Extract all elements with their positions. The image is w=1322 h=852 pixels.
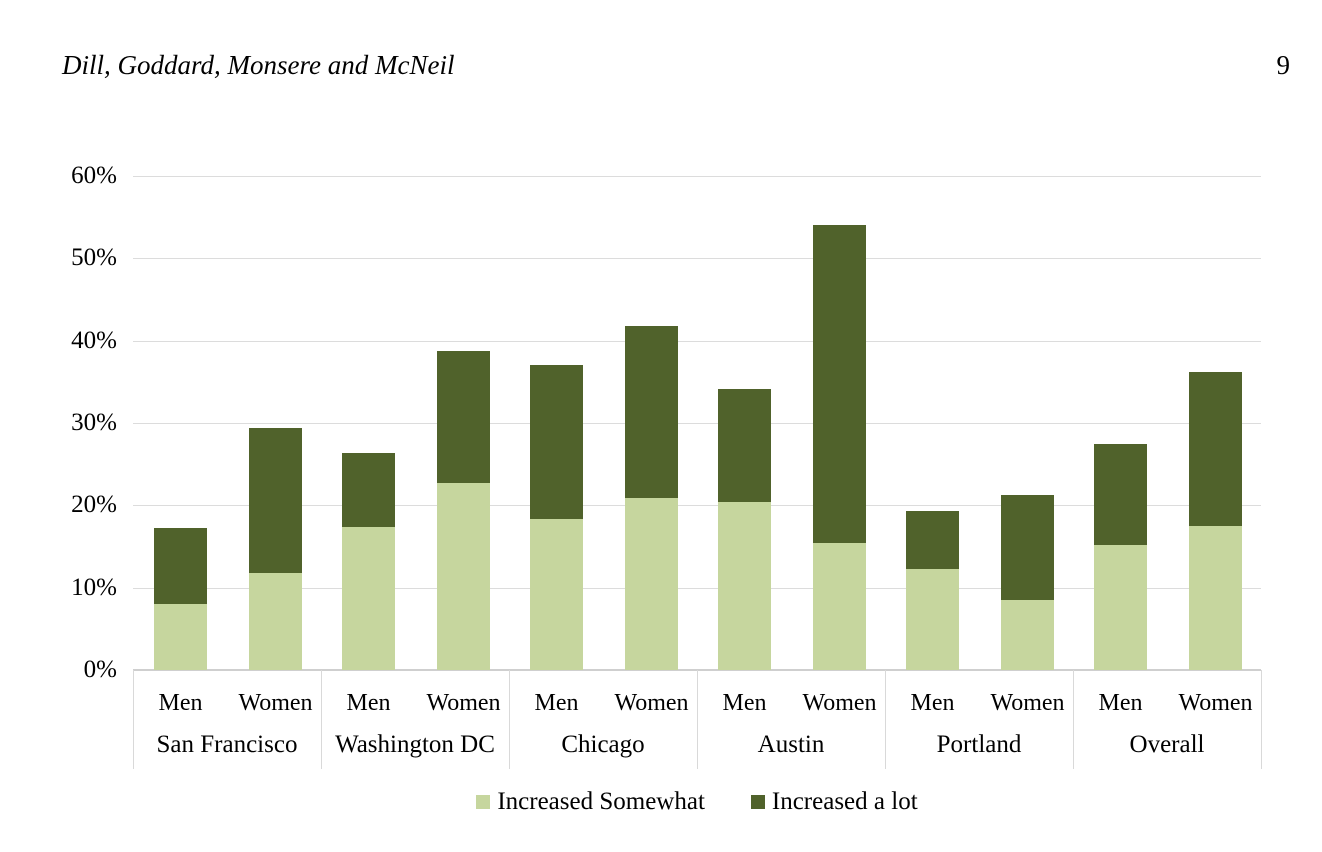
category-separator <box>321 670 322 769</box>
gridline <box>133 176 1261 177</box>
x-tick-label-men: Men <box>346 690 391 716</box>
x-group-label: Overall <box>1129 731 1205 758</box>
bar-segment-increased-somewhat <box>625 497 678 670</box>
bar-segment-increased-a-lot <box>718 389 771 503</box>
legend-item: Increased a lot <box>750 788 918 816</box>
gridline <box>133 258 1261 260</box>
bar-segment-increased-somewhat <box>813 543 866 670</box>
chart-legend: Increased Somewhat Increased a lot <box>133 788 1261 816</box>
x-tick-label-men: Men <box>534 690 579 716</box>
running-head: Dill, Goddard, Monsere and McNeil 9 <box>62 48 1290 82</box>
y-tick-label: 40% <box>71 326 117 354</box>
x-tick-label-women: Women <box>990 690 1065 716</box>
bar-segment-increased-a-lot <box>437 351 490 484</box>
x-group-label: Washington DC <box>335 731 495 758</box>
bar-segment-increased-somewhat <box>530 519 583 670</box>
y-tick-label: 0% <box>83 656 117 683</box>
bar-segment-increased-somewhat <box>154 604 207 670</box>
bar-segment-increased-a-lot <box>906 511 959 569</box>
x-tick-label-men: Men <box>1098 690 1143 716</box>
bar-segment-increased-a-lot <box>249 427 302 573</box>
bar-segment-increased-a-lot <box>625 325 678 498</box>
bar-segment-increased-somewhat <box>1094 544 1147 670</box>
gridline <box>133 423 1261 424</box>
bar-segment-increased-somewhat <box>1189 525 1242 670</box>
bar-segment-increased-somewhat <box>249 572 302 670</box>
bar-segment-increased-somewhat <box>1001 600 1054 670</box>
category-separator <box>1073 670 1074 769</box>
legend-swatch-icon <box>476 795 491 809</box>
y-tick-label: 60% <box>71 162 117 189</box>
running-head-authors: Dill, Goddard, Monsere and McNeil <box>62 50 455 80</box>
legend-swatch-icon <box>750 795 765 809</box>
x-group-label: San Francisco <box>156 731 298 758</box>
gridline <box>133 587 1261 589</box>
bar-segment-increased-a-lot <box>342 452 395 527</box>
x-group-label: Portland <box>936 731 1022 758</box>
category-separator <box>697 670 698 769</box>
y-tick-label: 10% <box>71 573 117 601</box>
gridline <box>133 505 1261 507</box>
bar-segment-increased-somewhat <box>906 568 959 670</box>
legend-label: Increased a lot <box>771 788 918 815</box>
bar-segment-increased-a-lot <box>1001 494 1054 600</box>
legend-item: Increased Somewhat <box>476 788 705 816</box>
bar-segment-increased-a-lot <box>154 527 207 605</box>
bar-segment-increased-a-lot <box>1189 371 1242 526</box>
bar-segment-increased-somewhat <box>718 502 771 670</box>
category-separator <box>1261 670 1262 769</box>
category-separator <box>509 670 510 769</box>
x-tick-label-men: Men <box>722 690 767 716</box>
y-tick-label: 20% <box>71 491 117 519</box>
bar-segment-increased-somewhat <box>437 483 490 670</box>
x-group-label: Chicago <box>561 731 645 758</box>
y-tick-label: 30% <box>71 409 117 436</box>
x-tick-label-women: Women <box>614 690 689 716</box>
bar-segment-increased-a-lot <box>813 225 866 544</box>
gridline <box>133 340 1261 342</box>
x-tick-label-women: Women <box>426 690 501 716</box>
page-number: 9 <box>1276 50 1291 80</box>
legend-label: Increased Somewhat <box>497 788 705 815</box>
x-tick-label-women: Women <box>802 690 877 716</box>
category-separator <box>885 670 886 769</box>
x-group-label: Austin <box>757 731 825 758</box>
bar-segment-increased-a-lot <box>530 364 583 520</box>
category-separator <box>133 670 134 769</box>
x-tick-label-women: Women <box>238 690 313 716</box>
bar-segment-increased-somewhat <box>342 526 395 670</box>
x-tick-label-men: Men <box>910 690 955 716</box>
x-tick-label-women: Women <box>1178 690 1253 716</box>
bar-segment-increased-a-lot <box>1094 444 1147 545</box>
x-tick-label-men: Men <box>158 690 203 716</box>
y-tick-label: 50% <box>71 244 117 272</box>
